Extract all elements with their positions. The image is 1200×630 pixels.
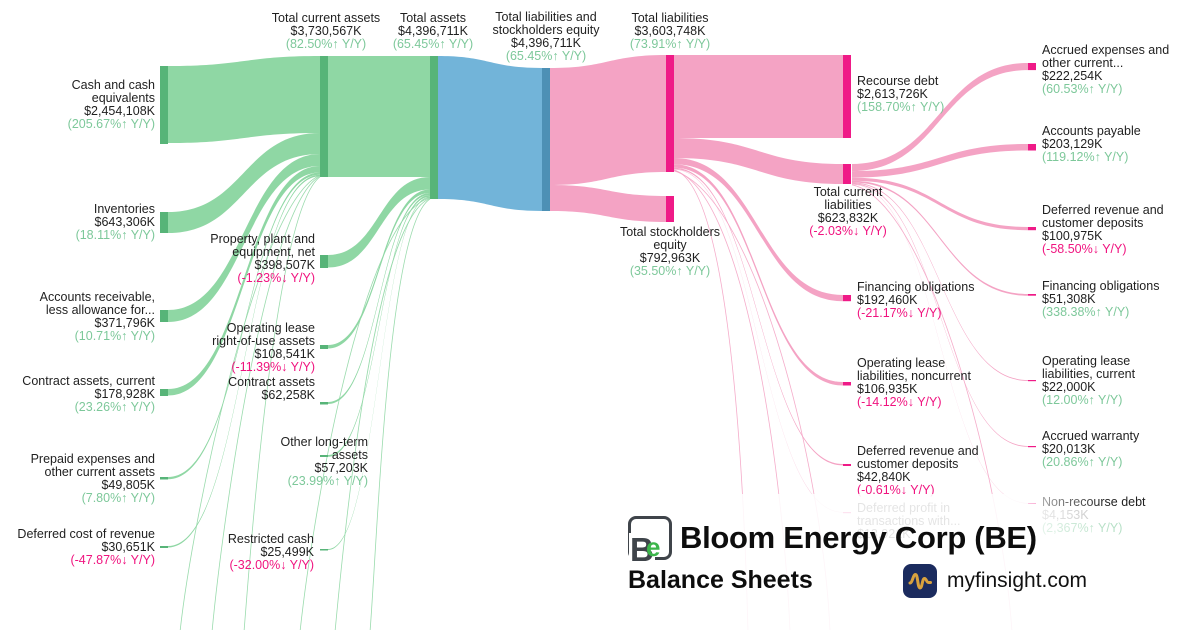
sankey-node-dcor [160, 546, 168, 548]
title-backdrop-fade [600, 494, 1105, 630]
sankey-link-inventories-tca [168, 133, 320, 233]
sankey-strand [243, 176, 321, 630]
sankey-link-tl-fin_ob_nc [674, 158, 843, 302]
sankey-node-olta [320, 455, 328, 457]
sankey-node-tlse [542, 68, 550, 211]
sankey-node-contract_current [160, 389, 168, 396]
sankey-strand [369, 198, 431, 630]
sankey-link-tcl-warranty [852, 183, 1028, 447]
sankey-node-tse [666, 196, 674, 222]
sankey-link-ppe-ta [328, 177, 430, 268]
sankey-link-tl-recourse [674, 55, 843, 138]
sankey-node-ol_c [1028, 380, 1036, 382]
sankey-node-tl [666, 55, 674, 172]
sankey-strand [299, 197, 431, 630]
sankey-strand [211, 175, 321, 630]
sankey-node-accrued [1028, 63, 1036, 71]
sankey-node-fin_ob_nc [843, 295, 851, 302]
sankey-node-fin_ob_c [1028, 294, 1036, 296]
sankey-node-warranty [1028, 446, 1036, 448]
sankey-link-tl-tcl [674, 138, 843, 184]
sankey-link-contract_current-tca [168, 166, 320, 396]
sankey-link-cash-tca [168, 56, 320, 143]
sankey-node-prepaid [160, 477, 168, 480]
sankey-link-tlse-tse [550, 185, 666, 222]
sankey-link-tl-ol_nc [674, 164, 843, 386]
sankey-link-dcor-tca [168, 174, 320, 548]
sankey-node-cash [160, 66, 168, 144]
sankey-node-ar [160, 310, 168, 322]
sankey-link-tcl-ap [852, 144, 1028, 178]
sankey-node-ap [1028, 144, 1036, 151]
sankey-link-ta-tlse [438, 56, 542, 211]
sankey-node-drcd_c [1028, 227, 1036, 231]
sankey-link-olrou-ta [328, 189, 430, 349]
sankey-strand [179, 175, 321, 630]
sankey-link-tcl-drcd_c [852, 177, 1028, 231]
sankey-node-tcl [843, 164, 851, 184]
sankey-link-tl-drcd_nc [674, 167, 843, 466]
sankey-node-restricted [320, 549, 328, 551]
sankey-node-ta [430, 56, 438, 199]
sankey-link-tca-ta [328, 56, 430, 177]
sankey-link-restricted-ta [328, 196, 430, 551]
sankey-link-tlse-tl [550, 55, 666, 185]
sankey-strand [334, 198, 431, 630]
sankey-node-ol_nc [843, 382, 851, 386]
sankey-node-ppe [320, 255, 328, 268]
sankey-link-tcl-ol_c [852, 182, 1028, 381]
sankey-node-recourse [843, 55, 851, 138]
sankey-link-tl-dp [674, 169, 843, 513]
sankey-link-olta-ta [328, 195, 430, 457]
sankey-link-contract_assets-ta [328, 193, 430, 404]
sankey-node-drcd_nc [843, 464, 851, 466]
sankey-node-tca [320, 56, 328, 177]
sankey-link-ar-tca [168, 154, 320, 322]
sankey-node-contract_assets [320, 402, 328, 405]
sankey-node-inventories [160, 212, 168, 233]
sankey-link-tcl-nonrecourse [852, 184, 1028, 504]
sankey-node-olrou [320, 345, 328, 349]
sankey-link-tcl-fin_ob_c [852, 180, 1028, 296]
sankey-link-tcl-accrued [852, 63, 1028, 172]
